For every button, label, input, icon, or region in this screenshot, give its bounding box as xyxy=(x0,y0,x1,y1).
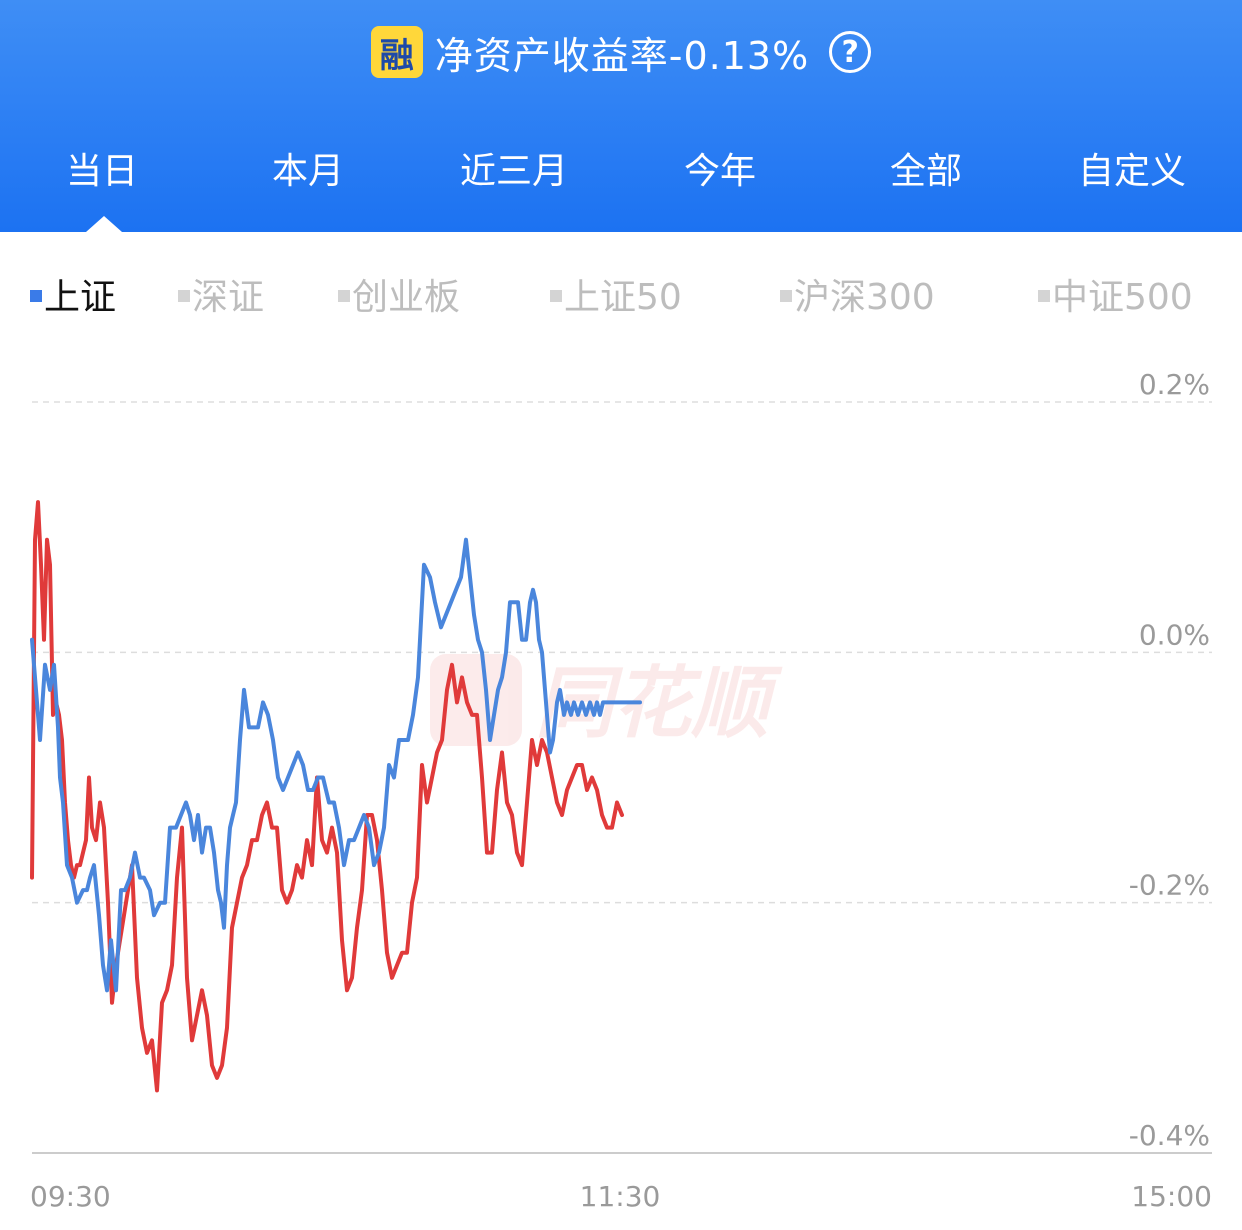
legend-cyb[interactable]: 创业板 xyxy=(338,270,460,326)
legend-sz50[interactable]: 上证50 xyxy=(550,270,682,326)
legend-label: 沪深300 xyxy=(794,277,935,318)
legend-label: 上证50 xyxy=(564,277,682,318)
active-tab-indicator xyxy=(86,216,122,232)
tab-this-year[interactable]: 今年 xyxy=(683,151,756,192)
x-tick-label: 15:00 xyxy=(1131,1180,1212,1213)
axis-ticks: 0.2% 0.0% -0.2% -0.4% 09:30 11:30 15:00 xyxy=(30,368,1212,1213)
legend-hs300[interactable]: 沪深300 xyxy=(780,270,935,326)
series-line-index xyxy=(30,537,642,993)
series-line-return xyxy=(30,500,624,1093)
legend-marker xyxy=(1038,290,1050,302)
legend-marker xyxy=(30,290,42,302)
y-tick-label: -0.2% xyxy=(1129,869,1210,902)
legend-label: 深证 xyxy=(192,277,265,318)
legend-sz[interactable]: 深证 xyxy=(178,270,264,326)
legend-sh[interactable]: 上证 xyxy=(30,270,116,326)
y-tick-label: 0.0% xyxy=(1139,618,1210,651)
legend-marker xyxy=(178,290,190,302)
x-tick-label: 11:30 xyxy=(580,1180,661,1213)
legend-marker xyxy=(780,290,792,302)
legend-marker xyxy=(338,290,350,302)
period-tabs: 当日 本月 近三月 今年 全部 自定义 xyxy=(0,140,1242,204)
y-tick-label: -0.4% xyxy=(1129,1119,1210,1152)
legend-label: 上证 xyxy=(44,277,117,318)
legend-marker xyxy=(550,290,562,302)
legend-zz500[interactable]: 中证500 xyxy=(1038,270,1193,326)
y-tick-label: 0.2% xyxy=(1139,368,1210,401)
x-tick-label: 09:30 xyxy=(30,1180,111,1213)
tab-this-month[interactable]: 本月 xyxy=(271,151,344,192)
tab-custom[interactable]: 自定义 xyxy=(1077,151,1186,192)
index-legend: 上证 深证 创业板 上证50 沪深300 中证500 xyxy=(0,270,1242,326)
tab-all[interactable]: 全部 xyxy=(889,151,962,192)
series xyxy=(30,500,642,1093)
header-bar: 融 净资产收益率-0.13% ? 当日 本月 近三月 今年 全部 自定义 xyxy=(0,0,1242,232)
grid xyxy=(32,401,1212,1154)
tab-three-months[interactable]: 近三月 xyxy=(459,151,568,192)
legend-label: 创业板 xyxy=(352,277,461,318)
roe-title: 净资产收益率-0.13% xyxy=(434,33,810,78)
question-circle-icon[interactable]: ? xyxy=(829,31,872,73)
tab-today[interactable]: 当日 xyxy=(65,151,138,192)
title-row: 融 净资产收益率-0.13% ? xyxy=(0,22,1242,82)
margin-badge: 融 xyxy=(370,26,423,78)
legend-label: 中证500 xyxy=(1052,277,1193,318)
